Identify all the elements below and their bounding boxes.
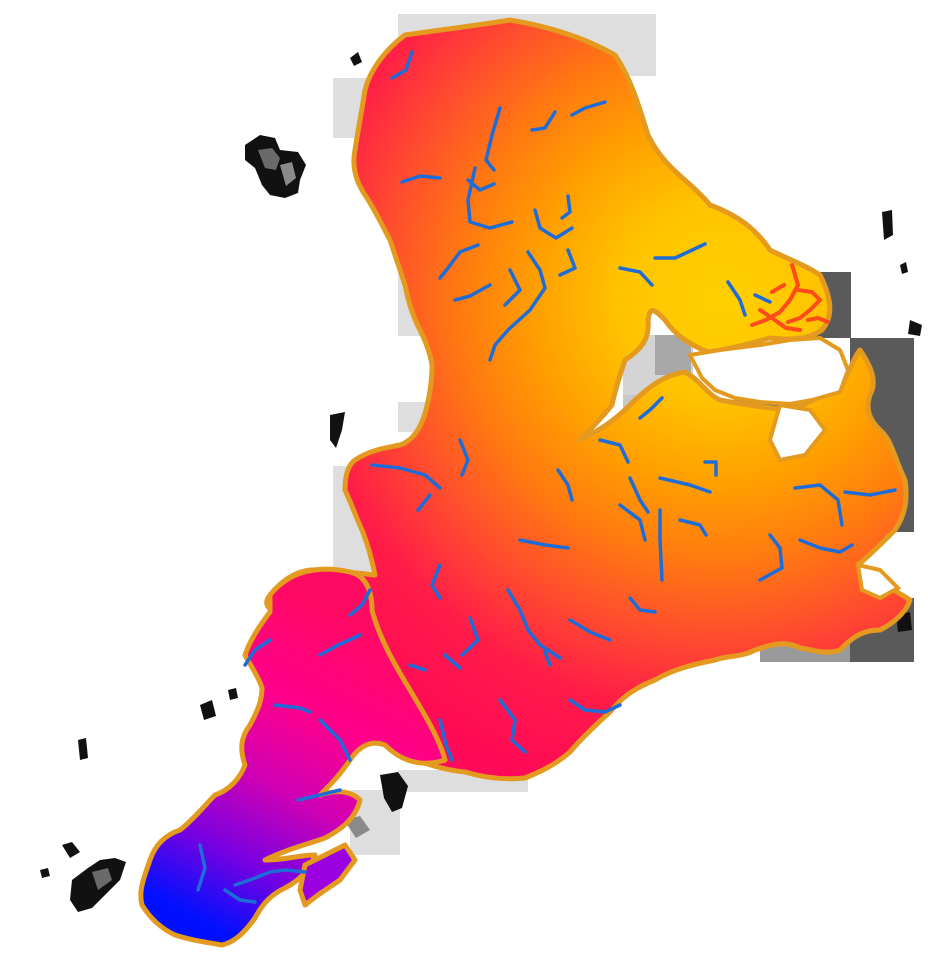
- southwest-peninsula: [138, 566, 448, 948]
- east-bay: [688, 336, 902, 601]
- rivers: [196, 50, 897, 904]
- highlight-river-cluster: [750, 263, 830, 332]
